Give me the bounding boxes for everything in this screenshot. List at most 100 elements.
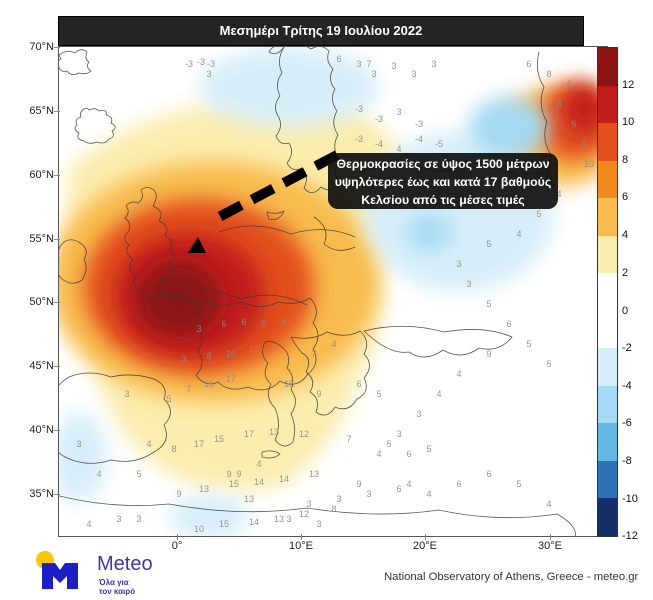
svg-text:15: 15: [204, 379, 214, 389]
svg-text:-3: -3: [207, 59, 215, 69]
svg-text:3: 3: [431, 59, 436, 69]
svg-text:3: 3: [116, 514, 121, 524]
svg-text:6: 6: [396, 484, 401, 494]
svg-text:3: 3: [466, 279, 471, 289]
svg-text:4: 4: [331, 339, 336, 349]
svg-text:6: 6: [221, 319, 226, 329]
svg-text:-3: -3: [185, 59, 193, 69]
svg-text:6: 6: [526, 59, 531, 69]
svg-text:7: 7: [311, 349, 316, 359]
svg-text:5: 5: [486, 239, 491, 249]
svg-text:10: 10: [194, 524, 204, 534]
svg-text:7: 7: [346, 434, 351, 444]
svg-text:3: 3: [286, 514, 291, 524]
svg-text:17: 17: [244, 429, 254, 439]
svg-text:9: 9: [226, 469, 231, 479]
svg-text:8: 8: [331, 504, 336, 514]
svg-text:4: 4: [376, 449, 381, 459]
svg-text:4: 4: [281, 317, 286, 327]
svg-text:4: 4: [426, 489, 431, 499]
svg-text:5: 5: [486, 299, 491, 309]
svg-text:-3: -3: [355, 104, 363, 114]
svg-text:3: 3: [206, 69, 211, 79]
svg-text:5: 5: [136, 469, 141, 479]
svg-text:3: 3: [76, 439, 81, 449]
svg-text:6: 6: [336, 54, 341, 64]
svg-text:9: 9: [316, 389, 321, 399]
svg-text:4: 4: [406, 479, 411, 489]
svg-text:9: 9: [486, 349, 491, 359]
svg-text:4: 4: [96, 469, 101, 479]
svg-text:3: 3: [356, 59, 361, 69]
svg-text:4: 4: [86, 519, 91, 529]
svg-text:14: 14: [249, 517, 259, 527]
svg-text:-4: -4: [415, 134, 423, 144]
svg-text:13: 13: [309, 469, 319, 479]
svg-text:3: 3: [316, 519, 321, 529]
svg-text:5: 5: [261, 319, 266, 329]
svg-text:-3: -3: [375, 114, 383, 124]
svg-text:14: 14: [254, 477, 264, 487]
svg-text:5: 5: [376, 389, 381, 399]
svg-text:3: 3: [306, 499, 311, 509]
svg-text:9: 9: [356, 479, 361, 489]
svg-text:3: 3: [456, 259, 461, 269]
svg-text:5: 5: [536, 209, 541, 219]
svg-text:3: 3: [181, 354, 186, 364]
svg-text:6: 6: [406, 449, 411, 459]
svg-text:3: 3: [366, 489, 371, 499]
svg-text:6: 6: [571, 119, 576, 129]
svg-text:6: 6: [506, 319, 511, 329]
svg-text:15: 15: [284, 379, 294, 389]
svg-text:8: 8: [171, 444, 176, 454]
svg-text:5: 5: [426, 444, 431, 454]
svg-text:5: 5: [516, 479, 521, 489]
svg-text:7: 7: [186, 384, 191, 394]
svg-text:4: 4: [566, 79, 571, 89]
svg-text:3: 3: [124, 389, 129, 399]
svg-text:12: 12: [249, 344, 259, 354]
svg-text:9: 9: [236, 469, 241, 479]
svg-text:13: 13: [274, 514, 284, 524]
svg-text:3: 3: [411, 69, 416, 79]
svg-text:12: 12: [299, 509, 309, 519]
svg-text:15: 15: [214, 434, 224, 444]
svg-text:-5: -5: [435, 139, 443, 149]
svg-text:5: 5: [386, 439, 391, 449]
svg-text:6: 6: [241, 317, 246, 327]
svg-text:10: 10: [226, 349, 236, 359]
svg-text:-3: -3: [415, 119, 423, 129]
svg-text:4: 4: [516, 229, 521, 239]
svg-text:3: 3: [371, 69, 376, 79]
svg-text:3: 3: [556, 99, 561, 109]
svg-text:-3: -3: [355, 134, 363, 144]
svg-text:5: 5: [526, 339, 531, 349]
svg-text:15: 15: [219, 519, 229, 529]
svg-text:10: 10: [584, 159, 594, 169]
svg-text:17: 17: [226, 374, 236, 384]
svg-text:3: 3: [196, 324, 201, 334]
svg-text:8: 8: [206, 351, 211, 361]
svg-text:3: 3: [136, 514, 141, 524]
svg-text:15: 15: [229, 479, 239, 489]
svg-text:3: 3: [416, 409, 421, 419]
svg-text:3: 3: [336, 494, 341, 504]
svg-text:7: 7: [366, 59, 371, 69]
svg-text:4: 4: [256, 459, 261, 469]
svg-text:13: 13: [244, 494, 254, 504]
svg-text:13: 13: [269, 427, 279, 437]
svg-text:3: 3: [396, 429, 401, 439]
svg-text:-4: -4: [375, 139, 383, 149]
svg-text:9: 9: [176, 489, 181, 499]
svg-text:4: 4: [456, 369, 461, 379]
svg-text:3: 3: [391, 61, 396, 71]
svg-text:4: 4: [546, 499, 551, 509]
svg-text:13: 13: [199, 484, 209, 494]
svg-text:14: 14: [279, 474, 289, 484]
svg-text:3: 3: [396, 107, 401, 117]
svg-text:17: 17: [194, 439, 204, 449]
svg-text:5: 5: [166, 394, 171, 404]
svg-text:12: 12: [299, 429, 309, 439]
svg-text:4: 4: [146, 439, 151, 449]
svg-text:4: 4: [436, 389, 441, 399]
